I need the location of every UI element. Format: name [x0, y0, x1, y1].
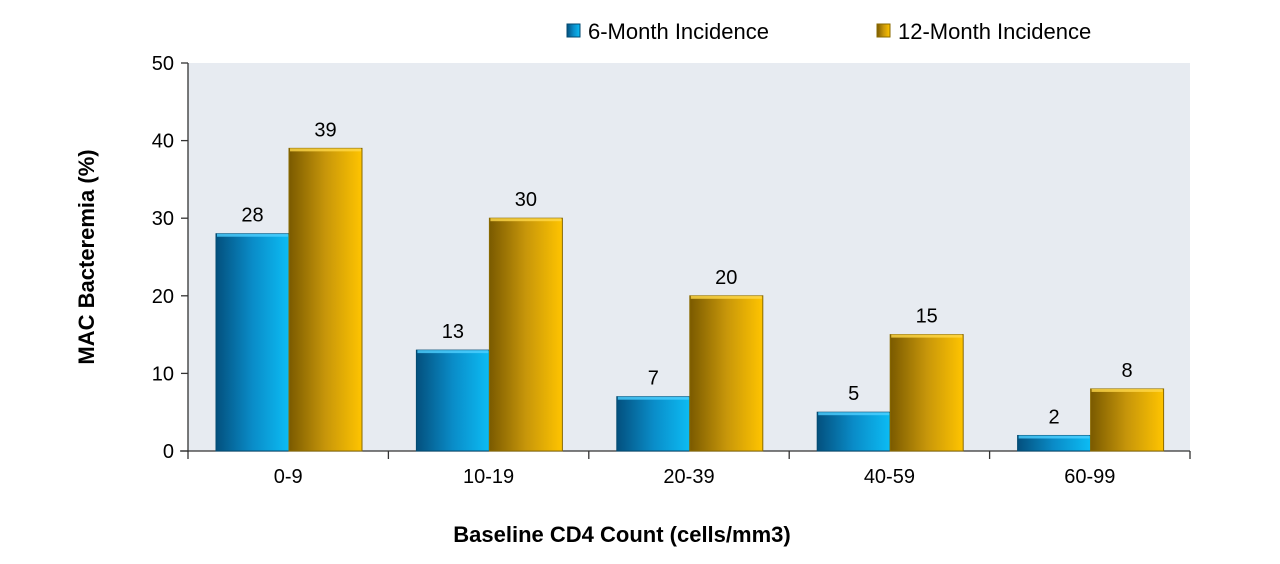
bar-12-month	[1090, 388, 1165, 452]
data-label: 15	[916, 306, 938, 328]
x-tick-label: 10-19	[463, 466, 514, 488]
legend-label: 12-Month Incidence	[898, 19, 1091, 44]
bar-top-highlight	[217, 233, 288, 237]
data-label: 7	[648, 368, 659, 390]
y-axis-label: MAC Bacteremia (%)	[74, 149, 99, 364]
y-tick-label: 10	[152, 363, 174, 385]
bar-6-month	[616, 396, 691, 452]
data-label: 20	[715, 267, 737, 289]
data-label: 30	[515, 189, 537, 211]
x-axis-label: Baseline CD4 Count (cells/mm3)	[453, 522, 790, 547]
legend-swatch	[566, 23, 581, 38]
y-tick-label: 50	[152, 53, 174, 75]
y-tick-label: 0	[163, 441, 174, 463]
bar-top-highlight	[417, 350, 489, 354]
data-label: 5	[848, 383, 859, 405]
bar-6-month	[415, 349, 490, 452]
data-label: 39	[314, 119, 336, 141]
bar-top-highlight	[818, 412, 890, 416]
data-label: 13	[442, 321, 464, 343]
x-tick-label: 20-39	[663, 466, 714, 488]
legend-label: 6-Month Incidence	[588, 19, 769, 44]
legend-swatch	[876, 23, 891, 38]
bar-top-highlight	[290, 148, 361, 152]
bar-12-month	[288, 147, 363, 452]
bar-top-highlight	[1091, 388, 1163, 392]
data-label: 2	[1049, 406, 1060, 428]
bar-6-month	[816, 411, 891, 452]
bar-top-highlight	[617, 396, 689, 400]
y-tick-label: 40	[152, 131, 174, 153]
bar-top-highlight	[490, 218, 562, 222]
bar-6-month	[215, 233, 290, 452]
bar-12-month	[488, 217, 563, 452]
x-tick-label: 40-59	[864, 466, 915, 488]
bar-top-highlight	[1018, 435, 1090, 439]
bar-top-highlight	[891, 334, 963, 338]
data-label: 8	[1122, 360, 1133, 382]
y-tick-label: 20	[152, 286, 174, 308]
x-tick-label: 60-99	[1064, 466, 1115, 488]
data-label: 28	[241, 205, 263, 227]
y-tick-label: 30	[152, 208, 174, 230]
bar-12-month	[889, 334, 964, 452]
bar-12-month	[689, 295, 764, 452]
x-tick-label: 0-9	[274, 466, 303, 488]
bar-top-highlight	[690, 295, 762, 299]
